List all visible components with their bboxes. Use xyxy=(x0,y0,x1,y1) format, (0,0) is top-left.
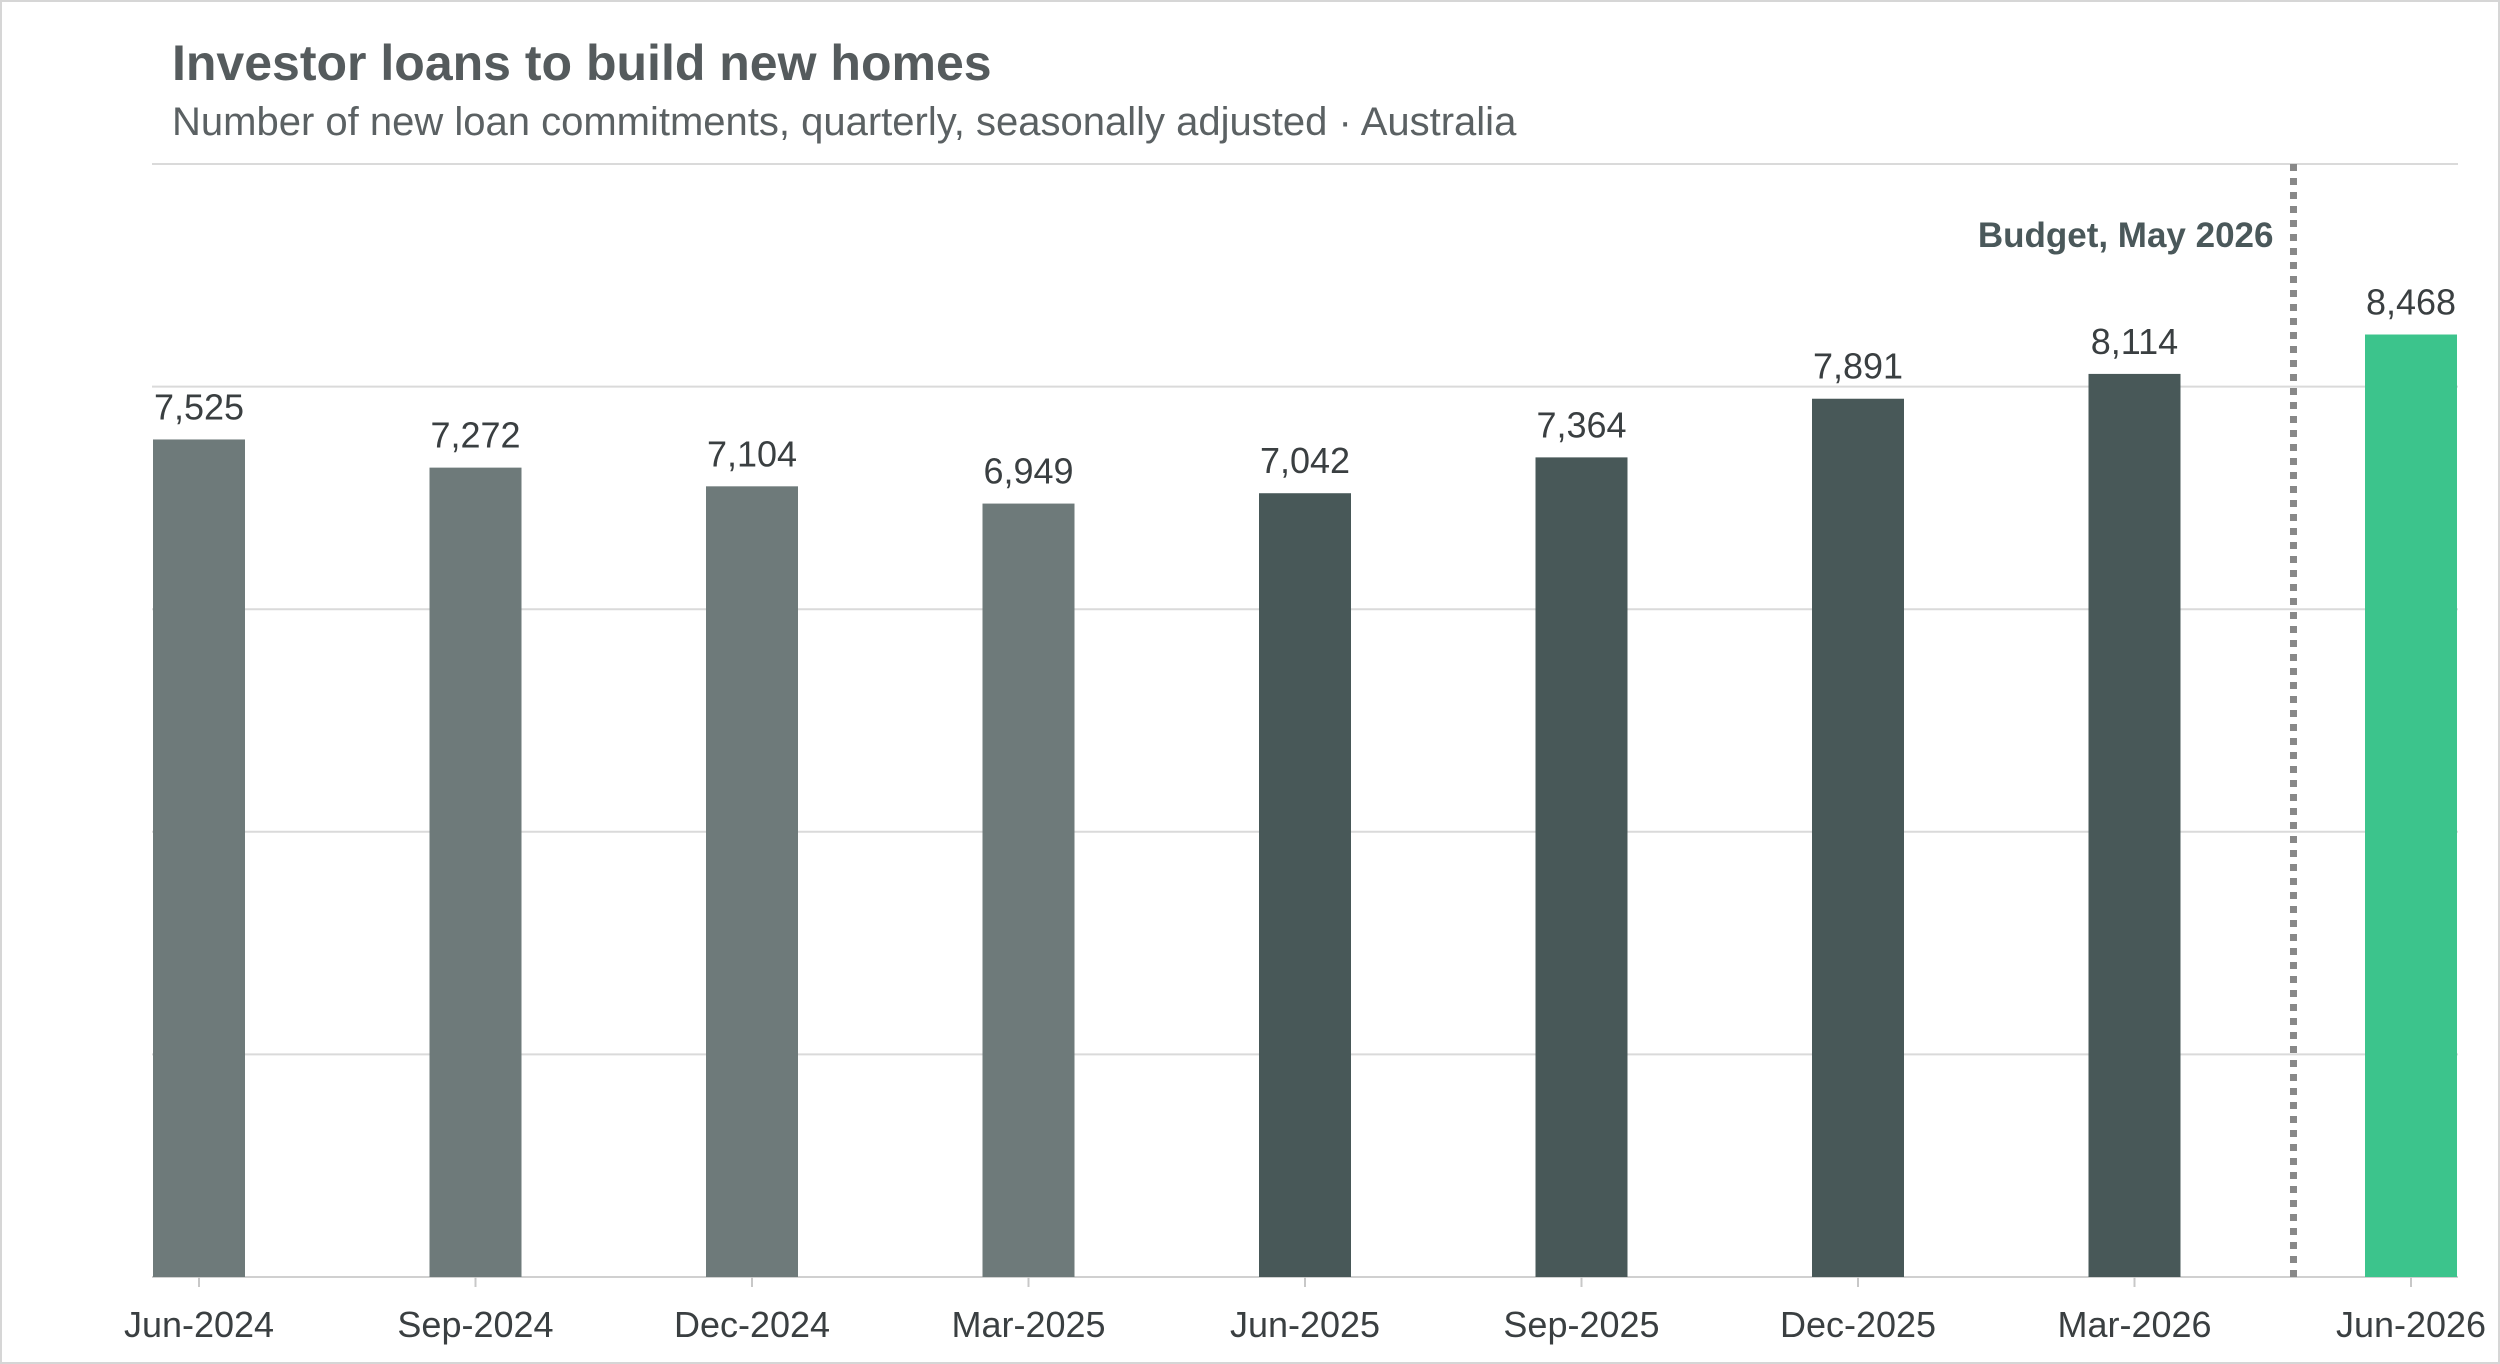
x-tick-label: Mar-2025 xyxy=(951,1304,1105,1345)
bar-layer xyxy=(153,334,2457,1277)
bar-sep-2025 xyxy=(1535,457,1628,1277)
bar-jun-2025 xyxy=(1259,493,1351,1277)
bar-mar-2025 xyxy=(982,503,1075,1277)
x-tick-label: Dec-2024 xyxy=(674,1304,830,1345)
bar-dec-2024 xyxy=(706,486,798,1277)
x-tick-label: Sep-2025 xyxy=(1503,1304,1659,1345)
x-tick-label: Jun-2024 xyxy=(124,1304,274,1345)
chart-subtitle: Number of new loan commitments, quarterl… xyxy=(172,100,1517,144)
data-label: 8,468 xyxy=(2366,282,2456,323)
data-label: 7,891 xyxy=(1813,346,1903,387)
bar-jun-2024 xyxy=(153,439,245,1277)
data-label: 6,949 xyxy=(983,451,1073,492)
data-label: 7,272 xyxy=(430,415,520,456)
x-tick-label: Sep-2024 xyxy=(397,1304,553,1345)
budget-marker-label: Budget, May 2026 xyxy=(1978,216,2274,255)
chart-title: Investor loans to build new homes xyxy=(172,35,992,91)
x-tick-label: Mar-2026 xyxy=(2057,1304,2211,1345)
data-label: 7,042 xyxy=(1260,440,1350,481)
bar-sep-2024 xyxy=(429,467,522,1277)
tick-layer: Jun-2024 Sep-2024 Dec-2024 Mar-2025 Jun-2025… xyxy=(124,1277,2486,1345)
data-label: 7,525 xyxy=(154,386,244,427)
x-tick-label: Jun-2026 xyxy=(2336,1304,2486,1345)
data-label: 7,364 xyxy=(1536,404,1626,445)
bar-jun-2026 xyxy=(2365,334,2457,1277)
annotation-layer: Budget, May 2026 xyxy=(1978,164,2297,1277)
x-tick-label: Jun-2025 xyxy=(1230,1304,1380,1345)
data-label: 7,104 xyxy=(707,433,797,474)
label-layer: 7,525 7,272 7,104 6,949 7,042 7,364 7,891 8,114… xyxy=(154,282,2456,492)
bar-mar-2026 xyxy=(2088,373,2181,1277)
x-tick-label: Dec-2025 xyxy=(1780,1304,1936,1345)
data-label: 8,114 xyxy=(2091,321,2178,362)
bar-dec-2025 xyxy=(1812,398,1904,1277)
